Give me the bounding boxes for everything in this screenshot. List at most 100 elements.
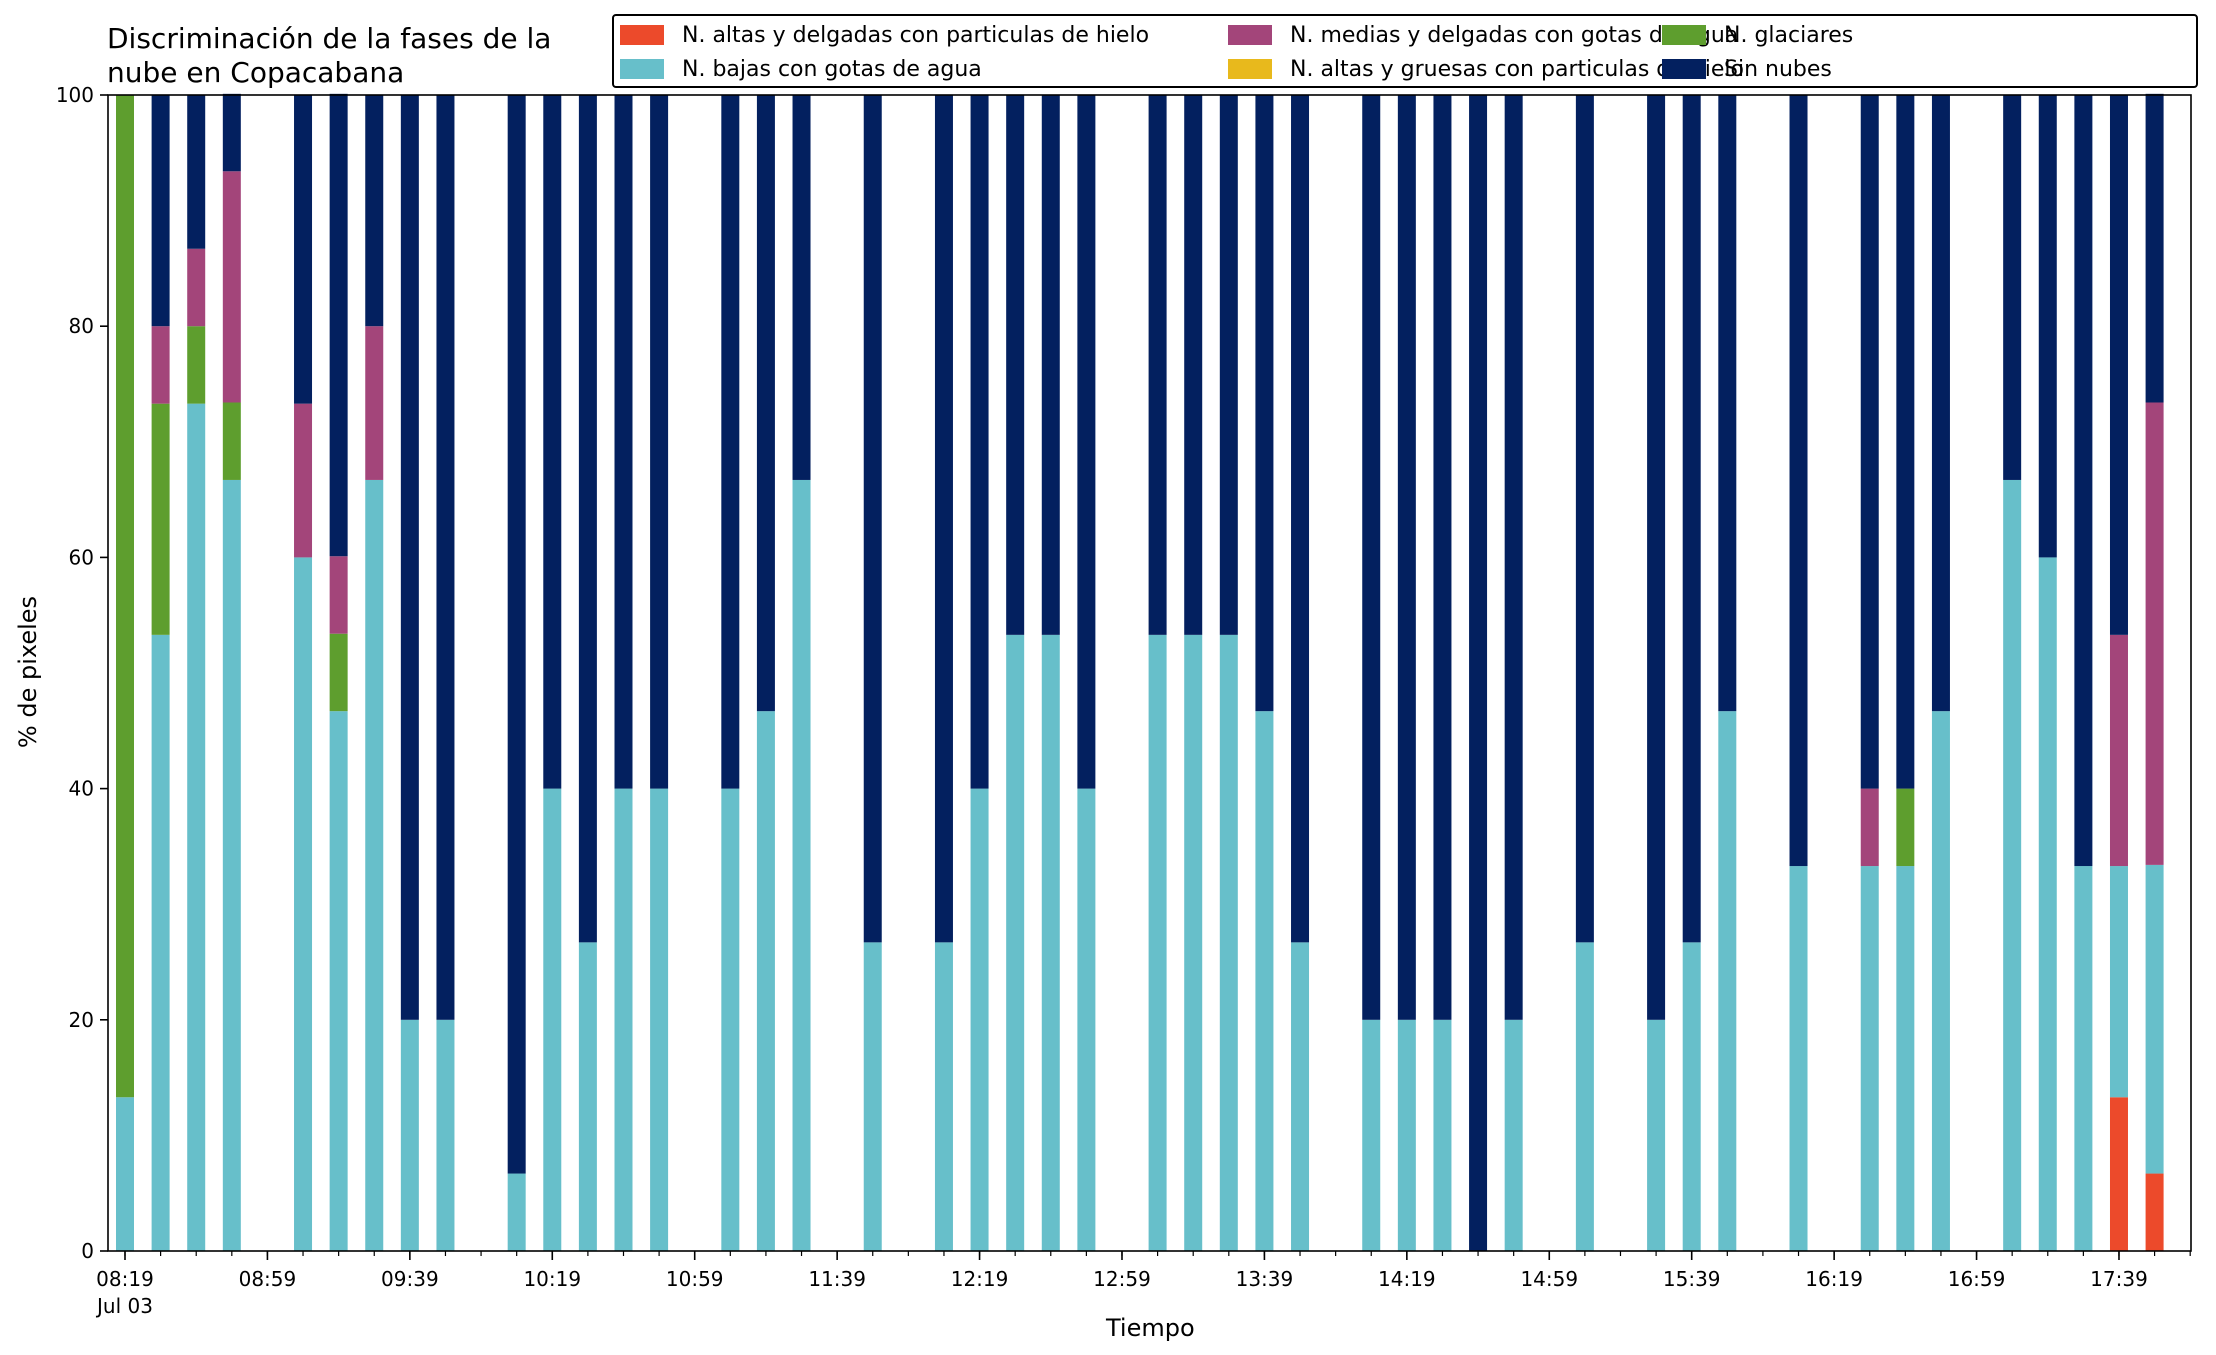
x-tick-label: 16:19 <box>1805 1267 1863 1291</box>
y-tick-label: 20 <box>69 1008 94 1032</box>
plot-frame <box>107 94 2192 1252</box>
bar-segment-bajas <box>1362 1019 1381 1251</box>
legend-label: N. glaciares <box>1724 22 1854 48</box>
bar-segment-sin_nubes <box>1006 95 1025 635</box>
bar-segment-sin_nubes <box>934 95 953 943</box>
x-axis-label: Tiempo <box>1106 1314 1195 1342</box>
bar-segment-glaciares <box>222 402 241 480</box>
bar-segment-sin_nubes <box>650 95 669 789</box>
bar-segment-bajas <box>614 788 633 1251</box>
bar-segment-glaciares <box>187 326 206 404</box>
bar-segment-bajas <box>1291 942 1310 1251</box>
bar-segment-sin_nubes <box>1041 95 1060 635</box>
x-tick-label: 08:59 <box>239 1267 297 1291</box>
bar-segment-bajas <box>578 942 597 1251</box>
bar-segment-sin_nubes <box>1575 95 1594 943</box>
chart-title-line-2: nube en Copacabana <box>107 56 405 89</box>
x-tick-label: 14:19 <box>1378 1267 1436 1291</box>
y-tick-label: 0 <box>81 1239 94 1263</box>
bar-segment-sin_nubes <box>294 95 313 404</box>
bar-segment-bajas <box>1148 634 1167 1251</box>
bar-segment-sin_nubes <box>2109 95 2128 635</box>
bar-segment-bajas <box>1433 1019 1452 1251</box>
bar-segment-altas_delgadas <box>2109 1097 2128 1251</box>
bar-segment-bajas <box>721 788 740 1251</box>
bar-segment-glaciares <box>329 633 348 712</box>
bar-segment-sin_nubes <box>187 95 206 249</box>
legend-swatch <box>620 25 664 45</box>
bar-segment-sin_nubes <box>1255 95 1274 712</box>
bar-segment-bajas <box>543 788 562 1251</box>
legend-swatch <box>620 59 664 79</box>
bar-segment-medias <box>1860 788 1879 867</box>
bar-segment-bajas <box>1789 866 1808 1251</box>
bar-segment-bajas <box>222 479 241 1251</box>
x-tick-label: 12:19 <box>951 1267 1009 1291</box>
legend-label: N. bajas con gotas de agua <box>682 56 982 82</box>
bar-segment-sin_nubes <box>1718 95 1737 712</box>
legend-swatch <box>1662 59 1706 79</box>
bar-segment-sin_nubes <box>1896 95 1915 789</box>
bar-segment-bajas <box>400 1019 419 1251</box>
bar-segment-bajas <box>329 711 348 1251</box>
bar-segment-bajas <box>1575 942 1594 1251</box>
bar-segment-sin_nubes <box>543 95 562 789</box>
y-tick-label: 60 <box>69 545 94 569</box>
chart-legend: N. altas y delgadas con particulas de hi… <box>612 14 2198 88</box>
y-tick-label: 80 <box>69 314 94 338</box>
bar-segment-sin_nubes <box>1860 95 1879 789</box>
bar-segment-bajas <box>1896 866 1915 1251</box>
bar-segment-sin_nubes <box>970 95 989 789</box>
x-tick-label: 10:59 <box>666 1267 724 1291</box>
bar-segment-bajas <box>863 942 882 1251</box>
bar-segment-sin_nubes <box>1291 95 1310 943</box>
y-tick-label: 100 <box>56 83 94 107</box>
bar-segment-bajas <box>1647 1019 1666 1251</box>
bar-segment-bajas <box>1006 634 1025 1251</box>
bar-segment-bajas <box>650 788 669 1251</box>
legend-item-glaciares: N. glaciares <box>1662 20 1853 50</box>
bar-segment-bajas <box>1077 788 1096 1251</box>
x-tick-sublabel: Jul 03 <box>95 1294 153 1318</box>
bar-segment-sin_nubes <box>1469 95 1488 1251</box>
bar-segment-sin_nubes <box>756 95 775 712</box>
bar-segment-bajas <box>2038 557 2057 1251</box>
bar-segment-sin_nubes <box>721 95 740 789</box>
bar-segment-bajas <box>934 942 953 1251</box>
bar-segment-bajas <box>187 403 206 1251</box>
bar-segment-bajas <box>1397 1019 1416 1251</box>
bar-segment-sin_nubes <box>863 95 882 943</box>
x-tick-label: 09:39 <box>381 1267 439 1291</box>
bar-segment-sin_nubes <box>2003 95 2022 480</box>
bar-segment-sin_nubes <box>1148 95 1167 635</box>
bar-segment-sin_nubes <box>614 95 633 789</box>
bar-segment-sin_nubes <box>400 95 419 1020</box>
bar-segment-sin_nubes <box>329 93 348 557</box>
bar-segment-sin_nubes <box>1647 95 1666 1020</box>
bar-segment-bajas <box>365 479 384 1251</box>
legend-label: N. altas y delgadas con particulas de hi… <box>682 22 1150 48</box>
bar-segment-bajas <box>1255 711 1274 1251</box>
x-tick-label: 17:39 <box>2090 1267 2148 1291</box>
bar-segment-bajas <box>1219 634 1238 1251</box>
chart-title-line-1: Discriminación de la fases de la <box>107 22 552 55</box>
legend-swatch <box>1228 25 1272 45</box>
bar-segment-sin_nubes <box>507 95 526 1174</box>
bar-segment-glaciares <box>1896 788 1915 867</box>
bar-segment-bajas <box>1718 711 1737 1251</box>
bar-segment-sin_nubes <box>1219 95 1238 635</box>
bar-segment-sin_nubes <box>1077 95 1096 789</box>
bar-segment-sin_nubes <box>222 93 241 172</box>
legend-item-sin_nubes: Sin nubes <box>1662 54 1832 84</box>
bar-segment-bajas <box>151 634 170 1251</box>
bar-segment-sin_nubes <box>1433 95 1452 1020</box>
bar-segment-bajas <box>436 1019 455 1251</box>
bar-segment-medias <box>222 171 241 403</box>
bar-segment-medias <box>187 248 206 327</box>
bar-segment-sin_nubes <box>1504 95 1523 1020</box>
bar-segment-bajas <box>116 1097 134 1251</box>
bar-segment-bajas <box>2074 866 2093 1251</box>
bar-segment-bajas <box>507 1173 526 1251</box>
bar-segment-sin_nubes <box>792 95 811 480</box>
